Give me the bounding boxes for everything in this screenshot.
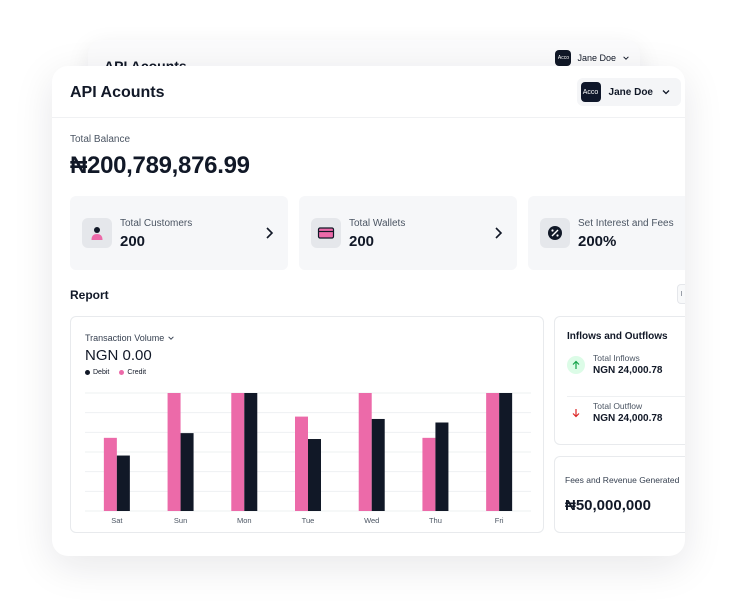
- credit-bar: [358, 393, 372, 511]
- debit-bar: [244, 393, 258, 511]
- debit-bar: [435, 422, 449, 511]
- x-tick-label: Mon: [237, 516, 252, 525]
- chart-legend: Debit Credit: [85, 369, 146, 376]
- total-outflow-row: Total Outflow NGN 24,000.78: [567, 401, 685, 431]
- credit-bar: [422, 437, 436, 511]
- credit-bar: [167, 393, 181, 511]
- transaction-volume-label: Transaction Volume: [85, 333, 165, 343]
- percent-icon: [540, 218, 570, 248]
- total-inflows-value: NGN 24,000.78: [593, 365, 663, 376]
- x-tick-label: Wed: [364, 516, 379, 525]
- page-title: API Acounts: [70, 84, 165, 101]
- wallet-icon: [311, 218, 341, 248]
- credit-dot-icon: [119, 370, 125, 375]
- chevron-down-icon: [662, 90, 670, 95]
- x-tick-label: Tue: [302, 516, 315, 525]
- arrow-down-icon: [567, 404, 585, 422]
- background-card-user-name: Jane Doe: [577, 53, 616, 63]
- total-wallets-value: 200: [349, 233, 375, 250]
- debit-bar: [499, 393, 513, 511]
- x-tick-label: Thu: [429, 516, 442, 525]
- chevron-down-icon: [623, 56, 629, 60]
- chevron-right-icon: [495, 227, 503, 239]
- transaction-chart-panel: Transaction Volume NGN 0.00 Debit Credit…: [70, 316, 544, 533]
- debit-bar: [180, 433, 194, 511]
- bar-chart: Sat Sun Mon Tue Wed Thu Fri: [85, 392, 531, 525]
- chevron-right-icon: [266, 227, 274, 239]
- total-inflows-row: Total Inflows NGN 24,000.78: [567, 353, 685, 383]
- divider: [567, 396, 685, 397]
- total-customers-value: 200: [120, 233, 146, 250]
- inflows-outflows-panel: Inflows and Outflows Total Inflows NGN 2…: [554, 316, 685, 445]
- set-interest-fees-card[interactable]: Set Interest and Fees 200%: [528, 196, 685, 270]
- chevron-down-icon: [168, 336, 174, 340]
- debit-dot-icon: [85, 370, 90, 375]
- legend-debit: Debit: [85, 369, 109, 376]
- user-icon: [82, 218, 112, 248]
- total-customers-card[interactable]: Total Customers 200: [70, 196, 288, 270]
- inflows-outflows-title: Inflows and Outflows: [567, 331, 668, 342]
- fees-revenue-label: Fees and Revenue Generated: [565, 475, 680, 485]
- total-outflow-label: Total Outflow: [593, 401, 643, 411]
- total-outflow-value: NGN 24,000.78: [593, 413, 663, 424]
- report-tab[interactable]: I: [677, 284, 685, 304]
- avatar: Acco: [580, 82, 601, 102]
- debit-bar: [116, 455, 130, 511]
- main-card: API Acounts Acco Jane Doe Total Balance …: [52, 66, 685, 556]
- transaction-volume-select[interactable]: Transaction Volume: [85, 333, 175, 343]
- header: API Acounts Acco Jane Doe: [52, 66, 685, 118]
- user-menu-button[interactable]: Acco Jane Doe: [576, 78, 681, 106]
- credit-bar: [295, 416, 308, 511]
- fees-revenue-value: ₦50,000,000: [565, 497, 651, 514]
- debit-bar: [371, 418, 385, 511]
- set-interest-fees-value: 200%: [578, 233, 617, 250]
- legend-credit-label: Credit: [127, 369, 147, 376]
- total-wallets-card[interactable]: Total Wallets 200: [299, 196, 517, 270]
- credit-bar: [486, 393, 500, 511]
- arrow-up-icon: [567, 356, 585, 374]
- credit-bar: [103, 437, 117, 511]
- total-customers-label: Total Customers: [120, 218, 193, 229]
- transaction-volume-value: NGN 0.00: [85, 347, 152, 364]
- total-inflows-label: Total Inflows: [593, 353, 640, 363]
- legend-debit-label: Debit: [93, 369, 110, 376]
- total-balance-label: Total Balance: [70, 134, 131, 145]
- x-tick-label: Sun: [174, 516, 187, 525]
- legend-credit: Credit: [119, 369, 146, 376]
- fees-revenue-panel: Fees and Revenue Generated ₦50,000,000: [554, 456, 685, 533]
- total-wallets-label: Total Wallets: [349, 218, 406, 229]
- x-tick-label: Sat: [111, 516, 123, 525]
- x-tick-label: Fri: [495, 516, 504, 525]
- set-interest-fees-label: Set Interest and Fees: [578, 218, 674, 229]
- report-title: Report: [70, 288, 109, 302]
- debit-bar: [308, 439, 321, 511]
- credit-bar: [231, 393, 245, 511]
- background-card-avatar: Acco: [555, 50, 572, 66]
- user-name: Jane Doe: [608, 86, 653, 98]
- total-balance-value: ₦200,789,876.99: [70, 152, 250, 179]
- background-card-user: Acco Jane Doe: [555, 50, 630, 66]
